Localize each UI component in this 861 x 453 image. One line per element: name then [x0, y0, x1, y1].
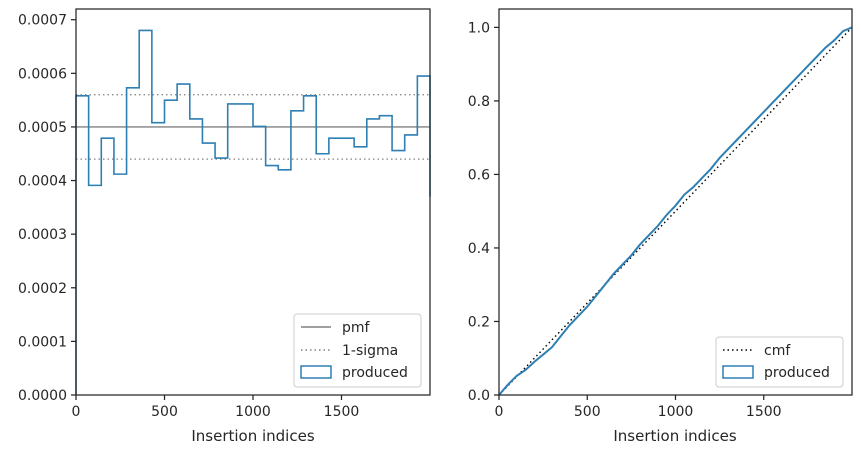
- legend-produced-swatch-right: [722, 365, 754, 379]
- right-x-tick-label: 500: [574, 404, 601, 420]
- left-y-tick-label: 0.0001: [18, 334, 67, 350]
- right-x-ticks: 0 500 1000 1500: [495, 395, 782, 420]
- right-y-tick-label: 0.6: [468, 167, 490, 183]
- left-panel: 0.0000 0.0001 0.0002 0.0003 0.0004 0.0005 0.00…: [18, 8, 431, 445]
- left-y-tick-label: 0.0004: [18, 174, 67, 190]
- left-x-ticks: 0 500 1000 1500: [72, 395, 360, 420]
- right-legend-box: [715, 336, 844, 388]
- left-legend-box: [293, 313, 422, 388]
- left-y-tick-label: 0.0003: [18, 227, 67, 243]
- left-y-tick-label: 0.0006: [18, 66, 67, 82]
- right-x-tick-label: 0: [495, 404, 504, 420]
- right-y-tick-label: 0.4: [468, 241, 490, 257]
- left-y-tick-label: 0.0007: [18, 13, 67, 29]
- right-panel: 0.0 0.2 0.4 0.6 0.8 1.0 0 500 1000 1500 Insertio…: [468, 8, 853, 445]
- legend-1sigma-label: 1-sigma: [342, 343, 398, 359]
- left-y-ticks: 0.0000 0.0001 0.0002 0.0003 0.0004 0.0005 0.00…: [18, 13, 76, 404]
- left-x-tick-label: 500: [151, 404, 178, 420]
- left-series: [75, 29, 431, 395]
- left-x-tick-label: 0: [72, 404, 81, 420]
- right-y-tick-label: 1.0: [468, 20, 490, 36]
- left-legend: pmf 1-sigma produced: [293, 313, 422, 388]
- right-y-tick-label: 0.2: [468, 314, 490, 330]
- produced-histogram: [75, 29, 431, 395]
- right-y-tick-label: 0.0: [468, 388, 490, 404]
- right-y-tick-label: 0.8: [468, 94, 490, 110]
- legend-cmf-label: cmf: [764, 343, 791, 359]
- legend-produced-swatch: [300, 365, 332, 379]
- legend-pmf-label: pmf: [342, 320, 371, 336]
- right-series: [498, 26, 853, 396]
- left-y-tick-label: 0.0005: [18, 120, 67, 136]
- right-x-tick-label: 1500: [746, 404, 782, 420]
- left-x-axis-label: Insertion indices: [191, 427, 314, 445]
- legend-produced-label-right: produced: [764, 365, 830, 381]
- left-x-tick-label: 1500: [324, 404, 360, 420]
- right-x-axis-label: Insertion indices: [613, 427, 736, 445]
- produced-cumulative-line: [498, 26, 853, 396]
- legend-produced-label: produced: [342, 365, 408, 381]
- right-x-tick-label: 1000: [658, 404, 694, 420]
- left-y-tick-label: 0.0002: [18, 281, 67, 297]
- left-x-tick-label: 1000: [235, 404, 271, 420]
- left-y-tick-label: 0.0000: [18, 388, 67, 404]
- right-y-ticks: 0.0 0.2 0.4 0.6 0.8 1.0: [468, 20, 499, 404]
- right-legend: cmf produced: [715, 336, 844, 388]
